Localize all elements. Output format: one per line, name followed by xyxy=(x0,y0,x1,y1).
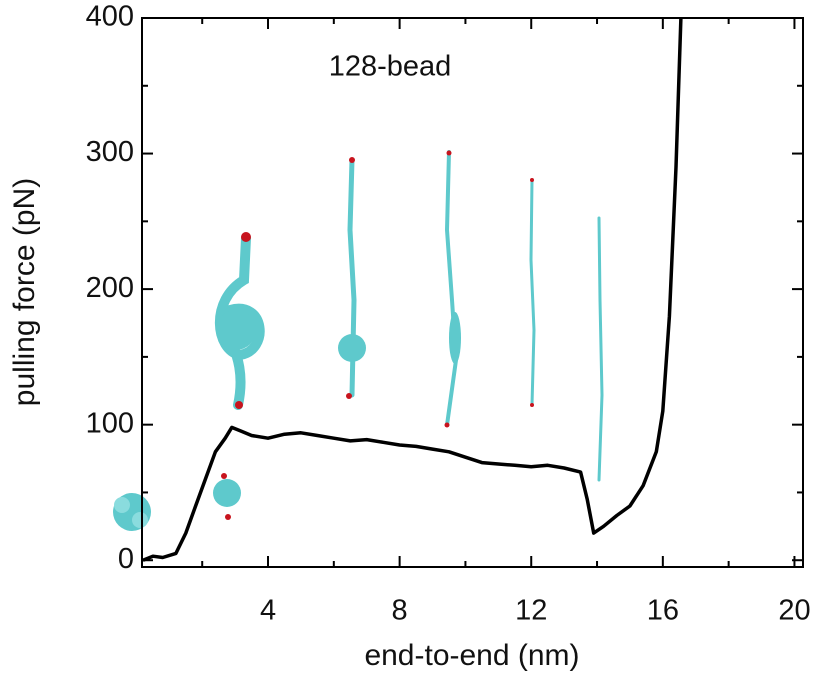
x-tick-label: 4 xyxy=(260,595,276,627)
molecule xyxy=(213,473,241,520)
x-axis-title: end-to-end (nm) xyxy=(364,639,579,672)
x-tick-label: 16 xyxy=(647,595,679,627)
y-axis-title: pulling force (pN) xyxy=(8,178,41,406)
molecule xyxy=(113,493,151,531)
data-line xyxy=(142,17,683,562)
plot-frame xyxy=(141,17,804,568)
molecule xyxy=(215,232,265,410)
y-tick-label: 300 xyxy=(86,136,134,168)
y-tick-label: 0 xyxy=(118,543,134,575)
molecule xyxy=(338,157,366,399)
molecule-illustrations xyxy=(113,150,604,531)
molecule xyxy=(444,150,461,428)
x-tick-label: 20 xyxy=(778,595,810,627)
x-tick-label: 8 xyxy=(392,595,408,627)
x-tick-label: 12 xyxy=(515,595,547,627)
annotation: 128-bead xyxy=(329,51,452,83)
y-tick-label: 200 xyxy=(86,272,134,304)
molecule xyxy=(597,216,604,482)
molecule xyxy=(529,178,536,407)
y-tick-label: 100 xyxy=(86,407,134,439)
y-tick-label: 400 xyxy=(86,1,134,33)
